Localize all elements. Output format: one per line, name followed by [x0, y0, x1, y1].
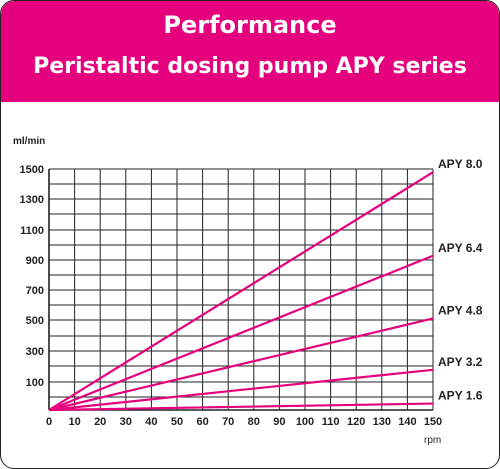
y-tick-label: 700 [26, 285, 44, 297]
series-label: APY 4.8 [438, 303, 483, 317]
x-tick-label: 40 [145, 416, 157, 428]
x-tick-label: 50 [171, 416, 183, 428]
series-label: APY 1.6 [438, 389, 483, 403]
series-label: APY 3.2 [438, 355, 483, 369]
x-tick-label: 90 [273, 416, 285, 428]
series-label: APY 8.0 [438, 157, 483, 171]
x-tick-label: 0 [46, 416, 52, 428]
x-tick-label: 150 [424, 416, 442, 428]
x-tick-label: 100 [296, 416, 314, 428]
series-line [48, 317, 434, 412]
x-tick-label: 20 [94, 416, 106, 428]
y-tick-label: 500 [26, 315, 44, 327]
x-axis-label: rpm [424, 435, 441, 446]
y-tick-label: 1100 [20, 225, 44, 237]
title-banner: Performance Peristaltic dosing pump APY … [1, 1, 499, 102]
x-tick-label: 130 [373, 416, 391, 428]
series-line [48, 171, 434, 411]
x-tick-label: 70 [222, 416, 234, 428]
chart-title: Performance [163, 11, 337, 39]
series-line [48, 368, 434, 412]
y-tick-label: 900 [26, 255, 44, 267]
y-tick-label: 100 [26, 377, 44, 389]
y-axis-label: ml/min [13, 136, 45, 147]
series-label: APY 6.4 [438, 241, 483, 255]
series-line [48, 254, 434, 412]
y-tick-label: 300 [26, 346, 44, 358]
y-tick-label: 1500 [20, 164, 44, 176]
x-tick-label: 140 [398, 416, 416, 428]
x-tick-label: 30 [120, 416, 132, 428]
series-line [48, 402, 434, 412]
chart-subtitle: Peristaltic dosing pump APY series [33, 54, 467, 79]
x-tick-label: 120 [347, 416, 365, 428]
x-tick-label: 110 [322, 416, 340, 428]
x-tick-label: 10 [68, 416, 80, 428]
x-tick-label: 80 [248, 416, 260, 428]
y-tick-label: 1300 [20, 194, 44, 206]
x-tick-label: 60 [196, 416, 208, 428]
